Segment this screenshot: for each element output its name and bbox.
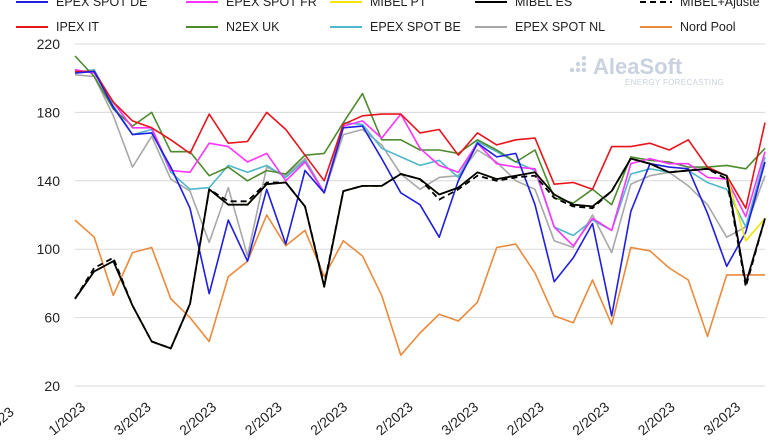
x-tick-label: 2/2023 [635,398,678,438]
x-tick-label: 2/2023 [176,398,219,438]
series-layer [74,55,766,357]
x-tick-label: 3/2023 [438,398,481,438]
y-tick-label: 100 [37,241,61,257]
series-line-mibel-es [74,157,766,350]
series-line-nord-pool [74,214,765,357]
legend-label-ipex-it: IPEX IT [56,20,99,34]
logo-tagline: ENERGY FORECASTING [625,78,724,87]
aleasoft-watermark: AleaSoft ENERGY FORECASTING [569,54,724,87]
legend-label-epex-spot-be: EPEX SPOT BE [370,20,461,34]
legend-label-epex-spot-fr: EPEX SPOT FR [226,0,317,9]
y-tick-label: 60 [44,310,60,326]
series-line-epex-spot-nl [74,74,766,257]
legend-label-mibel-es: MIBEL ES [515,0,572,9]
legend-label-n2ex-uk: N2EX UK [226,20,280,34]
series-line-mibel-pt [74,157,766,350]
aleasoft-logo-dots-icon [569,55,587,73]
legend-label-nord-pool: Nord Pool [680,20,736,34]
axis-layer: 20 60 100 140 180 220/2023 1/2023 3/2023 2/2023 2… [0,36,743,438]
x-tick-label: 3/2023 [111,398,154,438]
x-tick-label: 3/2023 [700,398,743,438]
series-line-epex-spot-fr [74,68,766,247]
legend-label-epex-spot-de: EPEX SPOT DE [56,0,147,9]
x-tick-label: 1/2023 [45,398,88,438]
series-line-ipex-it [75,70,766,209]
y-tick-label: 180 [37,104,61,120]
x-tick-label: 2/2023 [373,398,416,438]
legend-label-mibel-pt: MIBEL PT [370,0,427,9]
legend-label-mibel-ajuste: MIBEL+Ajuste [680,0,760,9]
y-tick-label: 220 [37,36,61,52]
grid-layer [75,43,765,387]
y-tick-label: 140 [37,173,61,189]
legend-label-epex-spot-nl: EPEX SPOT NL [515,20,605,34]
y-tick-label: 20 [44,378,60,394]
x-tick-label: 2/2023 [504,398,547,438]
series-line-epex-spot-de [74,70,766,317]
x-tick-label: 2/2023 [569,398,612,438]
logo-name: AleaSoft [593,54,683,79]
x-tick-label: 2/2023 [307,398,350,438]
series-line-epex-spot-be [74,68,766,237]
x-tick-label: 2/2023 [242,398,285,438]
x-tick-label: /2023 [0,403,17,438]
legend: EPEX SPOT DE EPEX SPOT FR MIBEL PT MIBEL ES… [16,0,760,34]
series-line-mibel-ajuste [74,157,766,350]
